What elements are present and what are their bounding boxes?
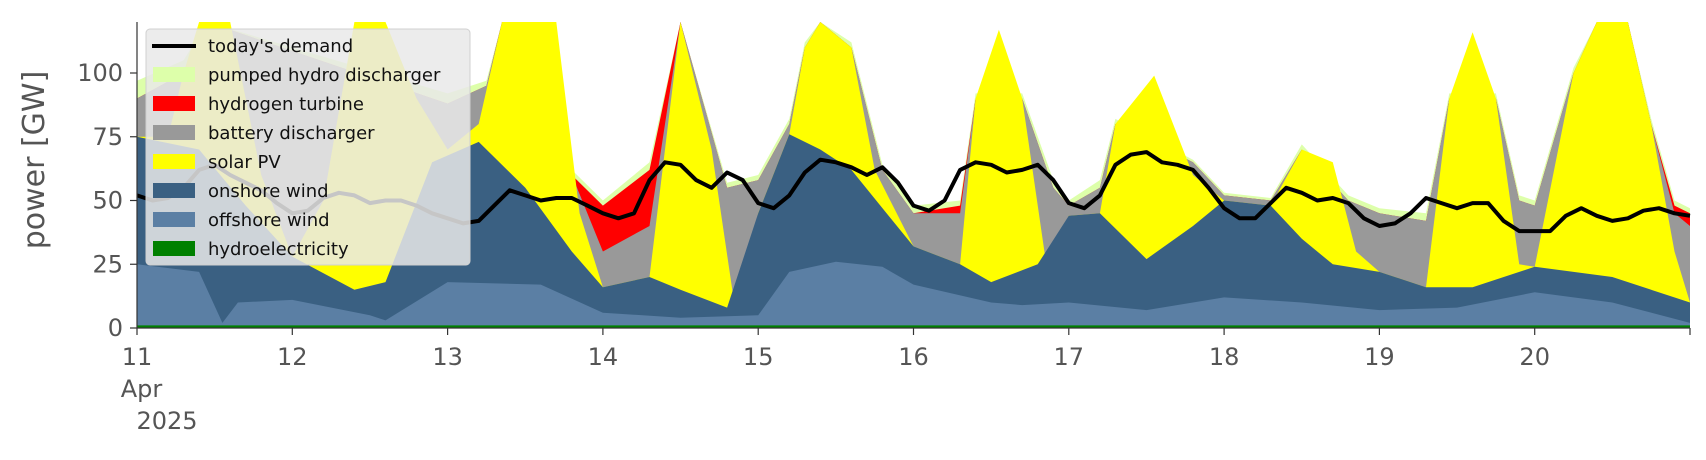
area-onshore-wind	[137, 134, 1690, 328]
legend-label-hydrogen-turbine: hydrogen turbine	[208, 94, 364, 115]
x-tick-label: 20	[1519, 343, 1550, 371]
legend-label-battery-discharger: battery discharger	[208, 123, 375, 144]
legend-swatch-offshore-wind	[153, 212, 195, 227]
legend-swatch-battery-discharger	[153, 125, 195, 140]
x-tick-label: 12	[277, 343, 308, 371]
x-tick-sublabel: Apr	[121, 375, 163, 403]
area-offshore-wind	[137, 261, 1690, 328]
legend-label-hydroelectricity: hydroelectricity	[208, 239, 349, 260]
y-tick-label: 100	[77, 59, 123, 87]
legend-swatch-solar-pv	[153, 154, 195, 169]
legend-swatch-hydrogen-turbine	[153, 96, 195, 111]
legend-swatch-hydroelectricity	[153, 241, 195, 256]
legend-label-offshore-wind: offshore wind	[208, 210, 330, 231]
legend-label-pumped-hydro-discharger: pumped hydro discharger	[208, 65, 441, 86]
y-axis-title: power [GW]	[17, 71, 52, 250]
x-tick-label: 13	[432, 343, 463, 371]
area-hydroelectricity	[137, 325, 1690, 328]
legend-label-solar-pv: solar PV	[208, 152, 281, 173]
y-tick-label: 75	[92, 123, 123, 151]
x-tick-label: 17	[1054, 343, 1085, 371]
legend-box	[145, 28, 471, 266]
x-tick-label: 18	[1209, 343, 1240, 371]
x-tick-label: 16	[898, 343, 929, 371]
stacked-areas	[137, 22, 1690, 328]
legend-label-onshore-wind: onshore wind	[208, 181, 329, 202]
y-ticks: 0 25 50 75 100	[77, 59, 137, 342]
x-ticks: 11 Apr 2025 12 13 14 15 16 17 18 19 20	[121, 328, 1691, 435]
x-tick-label: 19	[1364, 343, 1395, 371]
legend-label-today-s-demand: today's demand	[208, 36, 353, 57]
x-tick-label: 11	[122, 343, 153, 371]
y-tick-label: 50	[92, 187, 123, 215]
legend: today's demand pumped hydro discharger hyd…	[145, 28, 471, 266]
y-tick-label: 0	[108, 314, 123, 342]
legend-swatch-pumped-hydro-discharger	[153, 67, 195, 82]
x-tick-sublabel: 2025	[136, 407, 197, 435]
x-tick-label: 15	[743, 343, 774, 371]
legend-swatch-onshore-wind	[153, 183, 195, 198]
y-tick-label: 25	[92, 250, 123, 278]
x-tick-label: 14	[588, 343, 619, 371]
